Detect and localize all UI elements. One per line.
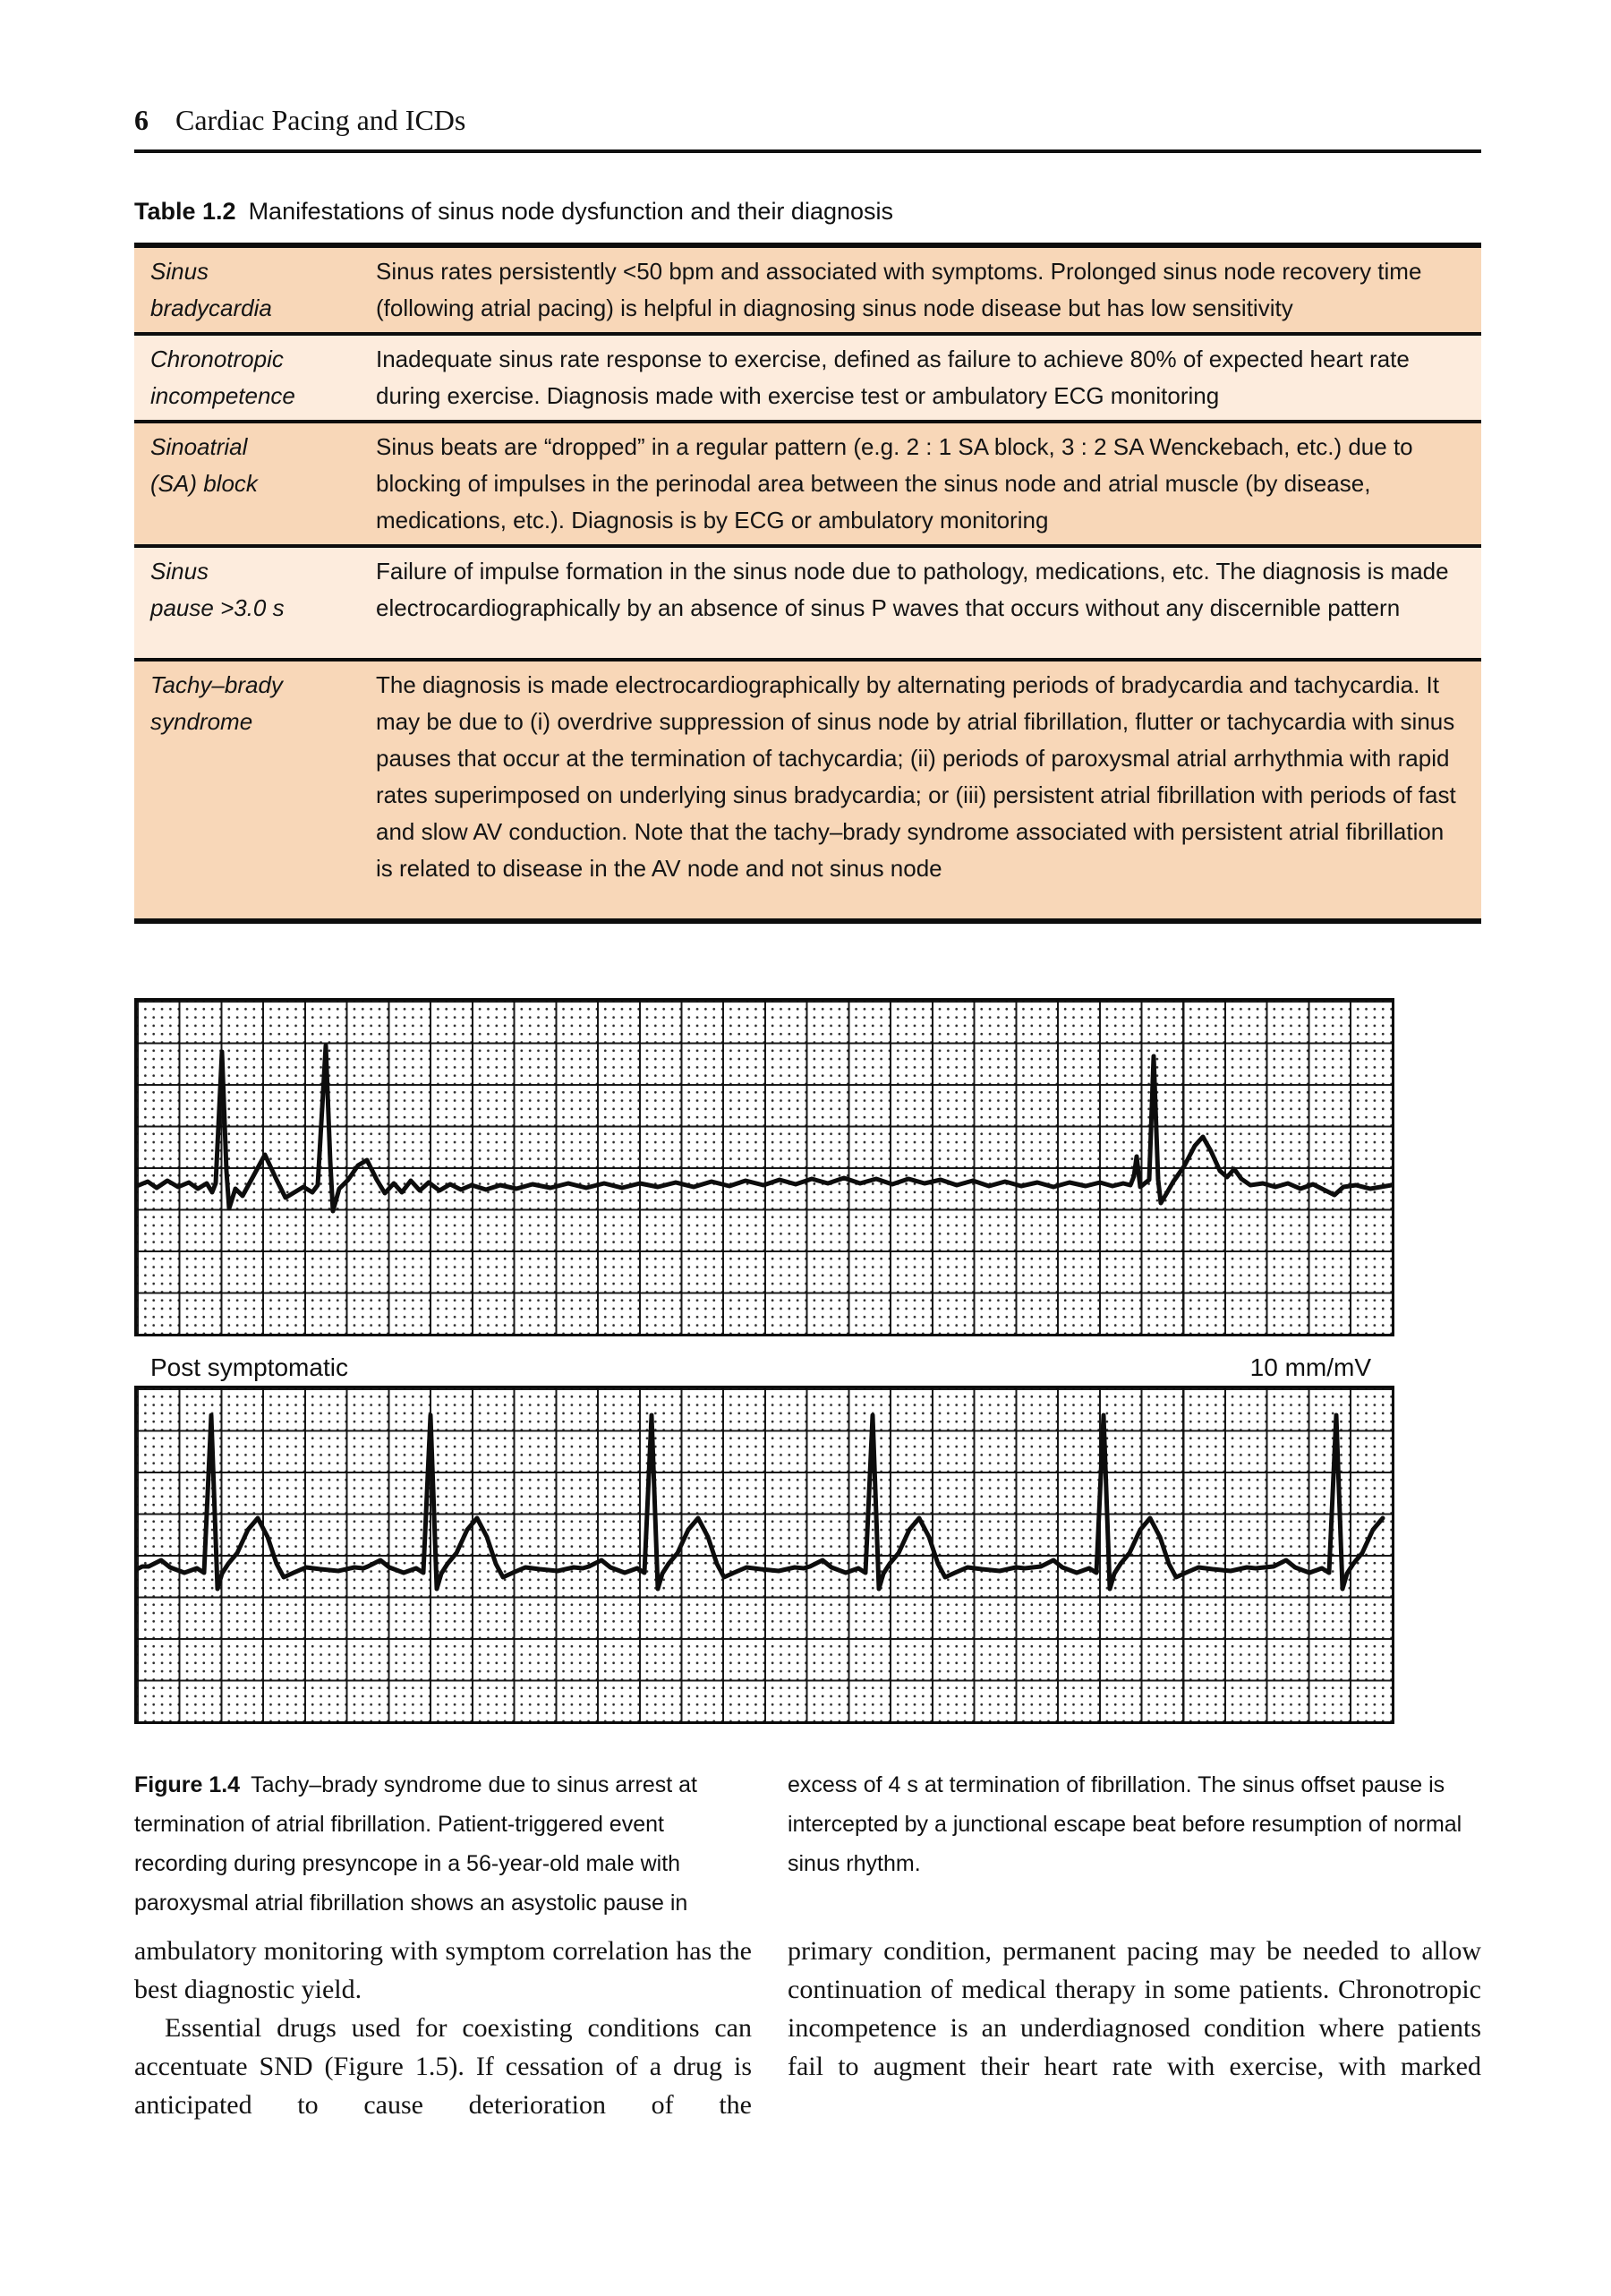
table-title: Manifestations of sinus node dysfunction… xyxy=(248,198,894,225)
figure-label: Figure 1.4 xyxy=(134,1772,241,1797)
table-row: Sinoatrial (SA) block Sinus beats are “d… xyxy=(134,420,1481,544)
description-cell: Inadequate sinus rate response to exerci… xyxy=(376,346,1410,409)
ecg-waveform-pause xyxy=(137,1043,1392,1214)
page-number: 6 xyxy=(134,104,149,136)
sinus-node-dysfunction-table: Sinus bradycardia Sinus rates persistent… xyxy=(134,243,1481,924)
description-cell: Sinus beats are “dropped” in a regular p… xyxy=(376,433,1413,533)
running-title: Cardiac Pacing and ICDs xyxy=(175,104,466,136)
term-cell: Sinus bradycardia xyxy=(150,258,272,321)
table-label: Table 1.2 xyxy=(134,198,236,225)
figure-caption: Figure 1.4 Tachy–brady syndrome due to si… xyxy=(134,1765,1481,1923)
description-cell: Failure of impulse formation in the sinu… xyxy=(376,558,1449,621)
ecg-waveform-sinus xyxy=(137,1413,1385,1592)
body-paragraph: ambulatory monitoring with symptom corre… xyxy=(134,1936,752,2004)
table-row: Sinus pause >3.0 s Failure of impulse fo… xyxy=(134,544,1481,658)
term-cell: Tachy–brady syndrome xyxy=(150,671,283,735)
table-row: Tachy–brady syndrome The diagnosis is ma… xyxy=(134,658,1481,918)
term-cell: Sinus pause >3.0 s xyxy=(150,558,285,621)
figure-caption-left: Figure 1.4 Tachy–brady syndrome due to si… xyxy=(134,1765,752,1923)
ecg-grid-1 xyxy=(137,1043,1392,1214)
table-row: Sinus bradycardia Sinus rates persistent… xyxy=(134,248,1481,332)
body-column-right: primary condition, permanent pacing may … xyxy=(788,1932,1481,2124)
figure-caption-right: excess of 4 s at termination of fibrilla… xyxy=(788,1772,1462,1876)
body-column-left: ambulatory monitoring with symptom corre… xyxy=(134,1932,752,2124)
strip-label-gain: 10 mm/mV xyxy=(1249,1353,1371,1381)
figure-caption-left-text: Tachy–brady syndrome due to sinus arrest… xyxy=(134,1772,697,1916)
ecg-strip-post-symptomatic xyxy=(134,998,1394,1336)
ecg-strip-sinus-rhythm xyxy=(134,1386,1394,1724)
body-paragraph: Essential drugs used for coexisting cond… xyxy=(134,2013,752,2120)
strip-label-row: Post symptomatic 10 mm/mV xyxy=(134,1353,1394,1382)
running-head: 6 Cardiac Pacing and ICDs xyxy=(134,104,465,137)
term-cell: Chronotropic incompetence xyxy=(150,346,295,409)
description-cell: Sinus rates persistently <50 bpm and ass… xyxy=(376,258,1422,321)
header-rule xyxy=(134,149,1481,153)
description-cell: The diagnosis is made electrocardiograph… xyxy=(376,671,1456,882)
term-cell: Sinoatrial (SA) block xyxy=(150,433,258,497)
body-paragraph: primary condition, permanent pacing may … xyxy=(788,1936,1481,2081)
table-row: Chronotropic incompetence Inadequate sin… xyxy=(134,332,1481,420)
strip-label-post-symptomatic: Post symptomatic xyxy=(150,1353,348,1381)
table-caption: Table 1.2 Manifestations of sinus node dy… xyxy=(134,198,893,226)
ecg-grid-2 xyxy=(137,1413,1385,1592)
body-text: ambulatory monitoring with symptom corre… xyxy=(134,1932,1481,2124)
